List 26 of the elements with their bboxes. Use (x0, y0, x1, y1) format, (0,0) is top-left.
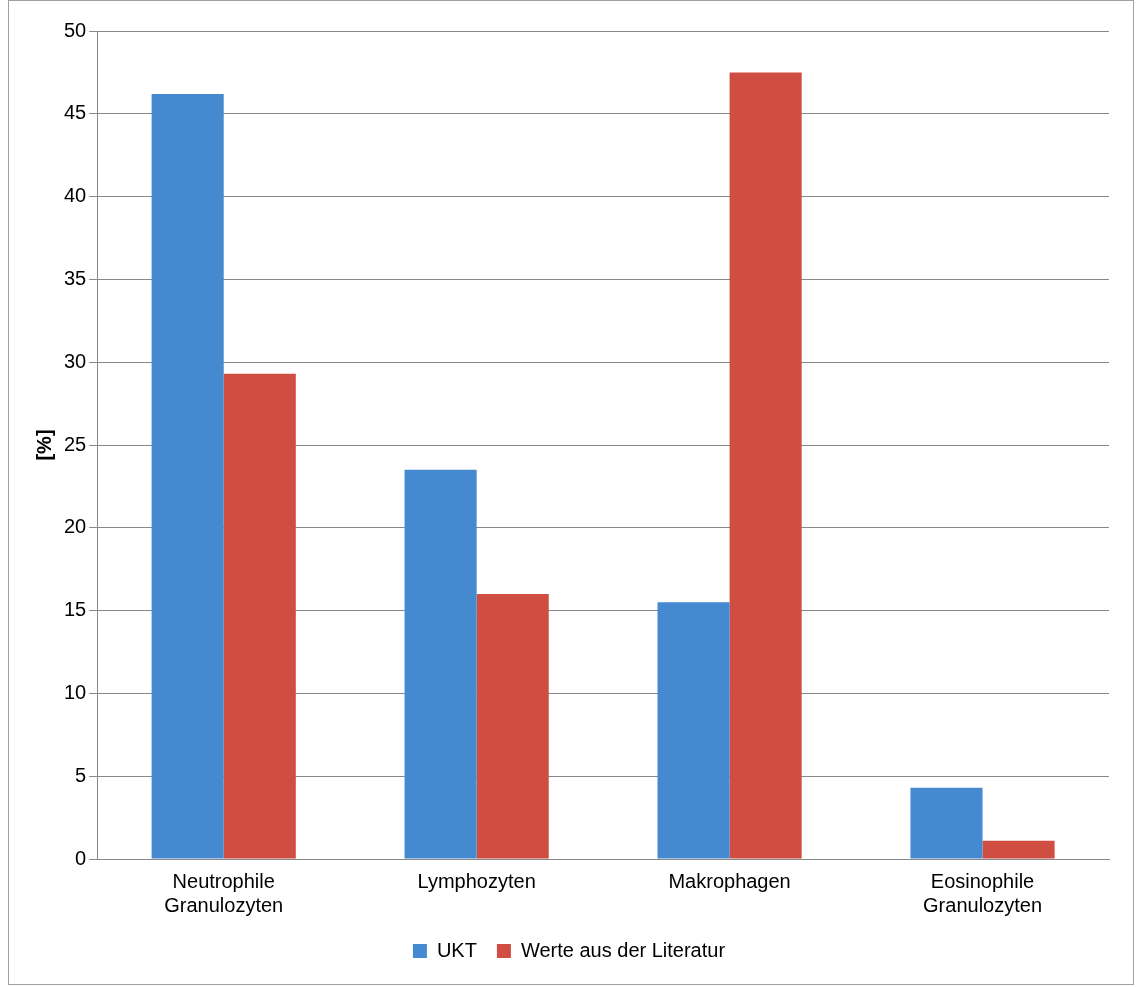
bar (982, 840, 1055, 859)
bar (223, 373, 296, 859)
bar (151, 93, 224, 859)
y-tick-label: 20 (64, 515, 87, 538)
y-tick-label: 15 (64, 598, 87, 621)
x-tick-label: Neutrophile Granulozyten (164, 869, 284, 916)
y-tick-label: 35 (64, 266, 87, 289)
y-axis-title: [%] (32, 429, 55, 461)
legend-label: UKT (436, 938, 477, 961)
legend-label: Werte aus der Literatur (520, 938, 726, 961)
x-tick-label: Eosinophile Granulozyten (923, 869, 1043, 916)
y-tick-label: 50 (64, 18, 87, 41)
y-tick-label: 25 (64, 432, 87, 455)
bar (657, 602, 730, 859)
bar (404, 469, 477, 859)
y-tick-label: 40 (64, 184, 87, 207)
y-tick-label: 30 (64, 349, 87, 372)
y-tick-label: 5 (75, 763, 87, 786)
x-tick-label: Makrophagen (668, 869, 791, 892)
y-tick-label: 45 (64, 101, 87, 124)
y-tick-label: 0 (75, 846, 87, 869)
bar (729, 72, 802, 859)
bar (910, 787, 983, 859)
bar (476, 594, 549, 859)
x-tick-label: Lymphozyten (417, 869, 536, 892)
y-tick-label: 10 (64, 680, 87, 703)
